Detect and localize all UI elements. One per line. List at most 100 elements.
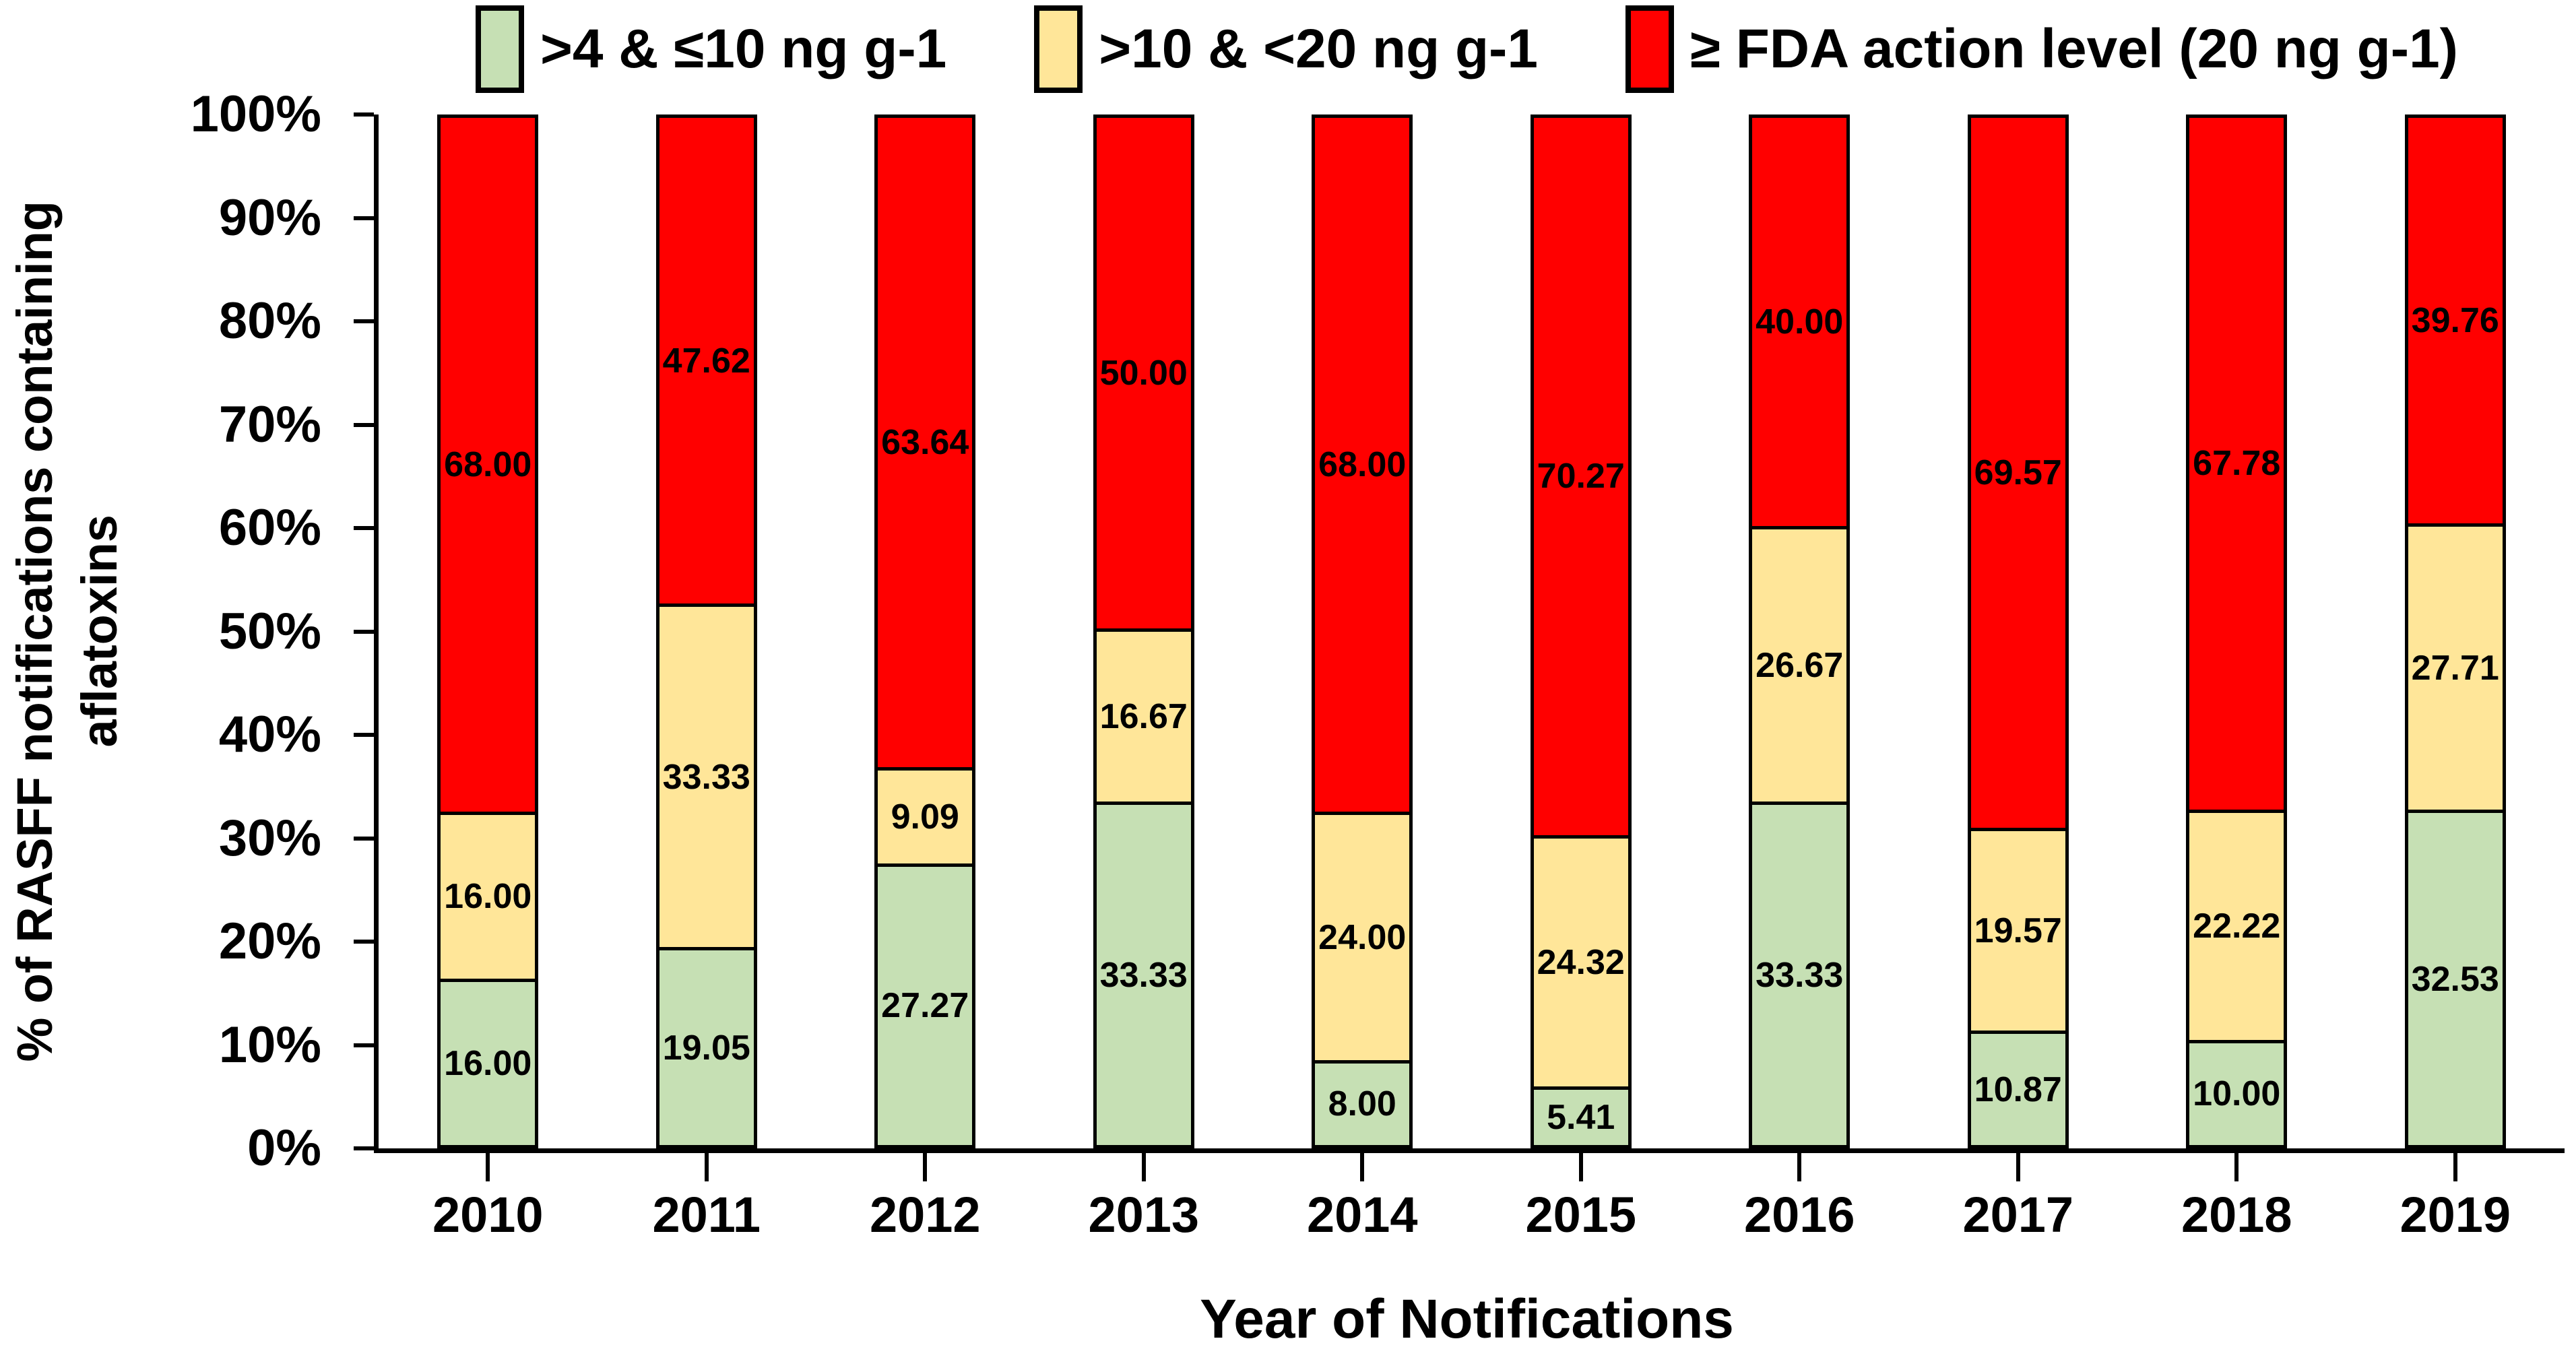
x-axis-tick-mark (2016, 1153, 2020, 1181)
bar-segment: 22.22 (2186, 809, 2288, 1043)
segment-value-label: 16.67 (1099, 696, 1188, 736)
segment-value-label: 68.00 (1318, 445, 1407, 485)
segment-value-label: 33.33 (662, 757, 750, 797)
segment-value-label: 27.71 (2411, 649, 2499, 688)
bar-segment: 47.62 (655, 115, 757, 608)
y-axis-tick-mark (354, 319, 374, 323)
segment-value-label: 47.62 (662, 341, 750, 381)
y-axis-tick-label: 30% (218, 809, 321, 867)
stacked-bar-2010: 68.00 16.00 16.00 (437, 115, 539, 1149)
y-axis-tick-mark (354, 216, 374, 220)
legend-swatch-icon (1034, 5, 1083, 93)
bar-segment: 27.71 (2404, 523, 2506, 814)
y-axis-tick-mark (354, 1146, 374, 1150)
bar-segment: 16.00 (437, 812, 539, 982)
y-axis-title-text: % of RASFF notifications containing afla… (6, 201, 127, 1062)
bar-segment: 9.09 (874, 767, 976, 867)
segment-value-label: 10.00 (2193, 1074, 2281, 1114)
bar-segment: 26.67 (1749, 526, 1850, 806)
bar-segment: 68.00 (1312, 115, 1413, 816)
bar-segment: 19.57 (1967, 827, 2069, 1035)
y-axis-tick-mark (354, 940, 374, 944)
legend: >4 & ≤10 ng g-1 >10 & <20 ng g-1 ≥ FDA act… (374, 5, 2560, 93)
legend-item: >4 & ≤10 ng g-1 (476, 5, 946, 93)
x-axis-tick-mark (1141, 1153, 1146, 1181)
x-axis-title: Year of Notifications (1200, 1288, 1734, 1350)
stacked-bar-2018: 67.78 22.22 10.00 (2186, 115, 2288, 1148)
segment-value-label: 27.27 (881, 986, 969, 1026)
bar-segment: 24.00 (1312, 812, 1413, 1064)
bar-segment: 10.00 (2186, 1039, 2288, 1148)
x-axis-tick-label: 2012 (869, 1187, 981, 1243)
bar-segment: 8.00 (1312, 1059, 1413, 1148)
x-axis-tick-mark (486, 1153, 490, 1181)
y-axis-tick-label: 10% (218, 1016, 321, 1074)
stacked-bar-2019: 39.76 27.71 32.53 (2404, 115, 2506, 1148)
x-axis-tick-mark (704, 1153, 709, 1181)
y-axis-title: % of RASFF notifications containing afla… (7, 115, 128, 1148)
y-axis-tick-mark (354, 526, 374, 530)
x-axis-tick-mark (1360, 1153, 1365, 1181)
segment-value-label: 19.57 (1974, 911, 2062, 951)
segment-value-label: 70.27 (1537, 457, 1625, 496)
x-axis-tick-mark (1797, 1153, 1802, 1181)
x-axis-tick-mark (923, 1153, 928, 1181)
x-axis-tick-label: 2015 (1525, 1187, 1637, 1243)
bar-segment: 16.67 (1093, 628, 1194, 806)
x-axis-tick-label: 2014 (1306, 1187, 1418, 1243)
legend-item: ≥ FDA action level (20 ng g-1) (1625, 5, 2458, 93)
segment-value-label: 5.41 (1547, 1098, 1615, 1138)
bar-segment: 33.33 (1749, 802, 1850, 1148)
legend-label: >4 & ≤10 ng g-1 (540, 18, 947, 79)
segment-value-label: 50.00 (1099, 353, 1188, 393)
y-axis-tick-label: 80% (218, 292, 321, 350)
x-axis-tick-label: 2017 (1962, 1187, 2074, 1243)
y-axis-tick-label: 70% (218, 395, 321, 453)
segment-value-label: 33.33 (1099, 955, 1188, 995)
x-axis-tick-mark (2453, 1153, 2457, 1181)
bar-segment: 67.78 (2186, 115, 2288, 813)
segment-value-label: 9.09 (891, 797, 959, 837)
bar-segment: 19.05 (655, 947, 757, 1148)
y-axis-tick-mark (354, 1043, 374, 1047)
x-axis-tick-label: 2013 (1088, 1187, 1200, 1243)
segment-value-label: 22.22 (2193, 907, 2281, 946)
x-axis-tick-mark (2234, 1153, 2239, 1181)
segment-value-label: 24.00 (1318, 918, 1407, 957)
stacked-bar-2014: 68.00 24.00 8.00 (1312, 115, 1413, 1148)
segment-value-label: 69.57 (1974, 453, 2062, 492)
legend-label: ≥ FDA action level (20 ng g-1) (1689, 18, 2458, 79)
bar-segment: 68.00 (437, 115, 539, 816)
bar-segment: 33.33 (655, 603, 757, 951)
segment-value-label: 24.32 (1537, 942, 1625, 982)
y-axis-tick-label: 0% (247, 1119, 321, 1177)
segment-value-label: 10.87 (1974, 1070, 2062, 1109)
segment-value-label: 19.05 (662, 1028, 750, 1068)
segment-value-label: 39.76 (2411, 301, 2499, 341)
y-axis-tick-mark (354, 422, 374, 427)
legend-item: >10 & <20 ng g-1 (1034, 5, 1538, 93)
bar-segment: 10.87 (1967, 1031, 2069, 1148)
y-axis-tick-label: 40% (218, 706, 321, 763)
segment-value-label: 67.78 (2193, 444, 2281, 484)
y-axis-tick-label: 90% (218, 189, 321, 247)
legend-swatch-icon (1625, 5, 1674, 93)
x-axis-tick-label: 2011 (652, 1187, 761, 1243)
bar-segment: 33.33 (1093, 802, 1194, 1148)
segment-value-label: 16.00 (444, 1043, 532, 1083)
stacked-bar-2017: 69.57 19.57 10.87 (1967, 115, 2069, 1148)
segment-value-label: 40.00 (1756, 302, 1844, 341)
y-axis-tick-label: 20% (218, 913, 321, 970)
x-axis-tick-label: 2018 (2181, 1187, 2292, 1243)
x-axis-tick-label: 2016 (1743, 1187, 1855, 1243)
bar-segment: 40.00 (1749, 115, 1850, 529)
x-axis-tick-label: 2010 (432, 1187, 544, 1243)
y-axis-tick-mark (354, 112, 374, 117)
y-axis-tick-mark (354, 836, 374, 841)
bar-segment: 63.64 (874, 115, 976, 771)
bar-segment: 39.76 (2404, 115, 2506, 527)
bar-segment: 50.00 (1093, 115, 1194, 632)
y-axis-tick-mark (354, 629, 374, 634)
segment-value-label: 8.00 (1328, 1084, 1396, 1124)
